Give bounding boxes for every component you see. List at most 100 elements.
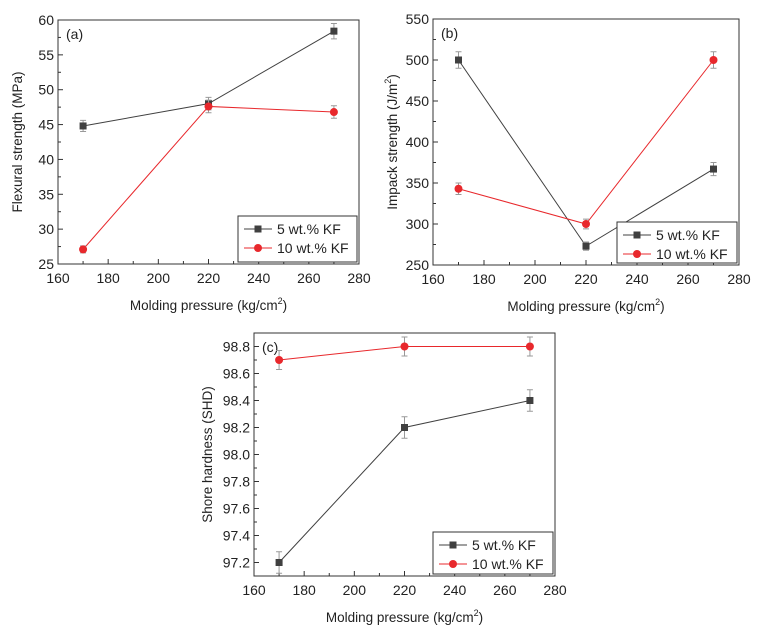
x-tick-label: 260 [493,582,517,598]
x-axis-label-sup: 2 [655,297,660,307]
x-axis-label-sup: 2 [474,608,479,618]
panel-label: (c) [262,339,278,355]
panel-label: (b) [441,25,458,41]
legend-label: 10 wt.% KF [277,240,349,256]
data-point [275,559,283,566]
legend: 5 wt.% KF 10 wt.% KF [237,215,358,263]
y-tick-label: 35 [38,186,54,202]
x-axis-label: Molding pressure (kg/cm2) [507,297,664,314]
y-tick-label: 97.4 [223,528,250,544]
data-point [79,245,88,254]
panel-b: 160 180 200 220 240 260 280 250 300 350 400 450 500 5… [383,11,751,314]
legend-label: 10 wt.% KF [656,246,728,262]
y-tick-label: 50 [38,82,54,98]
data-point [582,220,590,228]
x-tick-label: 240 [247,270,271,286]
y-tick-label: 500 [406,52,430,68]
y-tick-label: 45 [38,117,54,133]
data-point [525,342,534,351]
data-point [79,122,87,130]
data-point [401,424,408,431]
y-tick-label: 60 [38,12,54,28]
x-tick-label: 160 [421,271,445,287]
y-tick-label: 55 [38,47,54,63]
series-line [458,59,714,247]
legend-label: 10 wt.% KF [472,556,544,572]
legend: 5 wt.% KF 10 wt.% KF [616,221,738,264]
x-axis-label-end: ) [660,299,665,314]
x-tick-label: 240 [625,271,649,287]
x-tick-label: 200 [147,270,171,286]
x-axis-label-end: ) [479,610,484,625]
x-axis-label: Molding pressure (kg/cm2) [326,608,483,625]
y-tick-label: 97.6 [223,501,250,517]
legend-label: 5 wt.% KF [472,537,536,553]
data-point [582,242,590,250]
x-tick-label: 280 [347,270,371,286]
x-tick-label: 180 [292,582,316,598]
x-tick-label: 240 [443,582,467,598]
x-axis-label: Molding pressure (kg/cm2) [130,296,287,313]
y-tick-label: 98.2 [223,420,250,436]
x-axis-label-sup: 2 [278,296,283,306]
x-tick-label: 180 [96,270,120,286]
y-axis-label: Impack strength (J/m2) [383,74,400,210]
y-tick-label: 98.6 [223,366,250,382]
y-axis-label: Flexural strength (MPa) [10,71,25,212]
y-tick-label: 300 [406,216,430,232]
y-tick-label: 30 [38,221,54,237]
data-point [204,102,213,111]
data-point [329,108,338,117]
data-point [400,342,409,351]
x-tick-label: 200 [343,582,367,598]
y-tick-label: 97.8 [223,474,250,490]
y-tick-label: 550 [406,11,430,27]
y-tick-label: 98.4 [223,393,250,409]
legend-box [237,215,358,263]
legend: 5 wt.% KF 10 wt.% KF [432,531,554,575]
y-tick-label: 350 [406,175,430,191]
y-tick-label: 97.2 [223,555,250,571]
data-point [454,184,463,193]
x-tick-label: 220 [393,582,417,598]
legend-marker-circle [633,250,641,258]
x-tick-label: 200 [523,271,547,287]
x-tick-label: 160 [46,270,70,286]
x-tick-label: 260 [297,270,321,286]
y-tick-label: 400 [406,134,430,150]
data-point [330,27,338,35]
x-tick-label: 260 [676,271,700,287]
panel-a: 160 180 200 220 240 260 280 25 30 35 40 45 50 55 60 Mol… [10,12,371,313]
y-tick-label: 250 [406,257,430,273]
y-axis-label-end: ) [385,74,400,79]
data-point [710,165,717,173]
legend-marker-square [254,225,262,233]
y-axis-label: Shore hardness (SHD) [200,386,215,523]
series-line [458,59,714,225]
panel-label: (a) [66,26,83,42]
y-axis-label-sup: 2 [383,79,393,84]
x-tick-label: 280 [543,582,567,598]
x-tick-label: 280 [727,271,751,287]
panel-c: 160 180 200 220 240 260 280 97.2 97.4 97.6 97.8 98.… [200,332,567,625]
data-point [709,56,718,64]
legend-marker-square [633,231,641,239]
x-tick-label: 220 [197,270,221,286]
x-tick-label: 160 [242,582,266,598]
data-point [526,397,534,404]
legend-marker-circle [449,560,457,568]
data-point [455,56,462,64]
y-tick-label: 98.8 [223,339,250,355]
x-tick-label: 220 [574,271,598,287]
legend-label: 5 wt.% KF [656,227,720,243]
y-tick-label: 25 [38,256,54,272]
x-axis-label-end: ) [283,298,288,313]
legend-label: 5 wt.% KF [277,221,341,237]
x-tick-label: 180 [472,271,496,287]
data-point [275,356,284,364]
legend-marker-square [449,541,457,549]
legend-marker-circle [254,244,262,252]
y-tick-label: 40 [38,151,54,167]
y-tick-label: 98.0 [223,447,250,463]
